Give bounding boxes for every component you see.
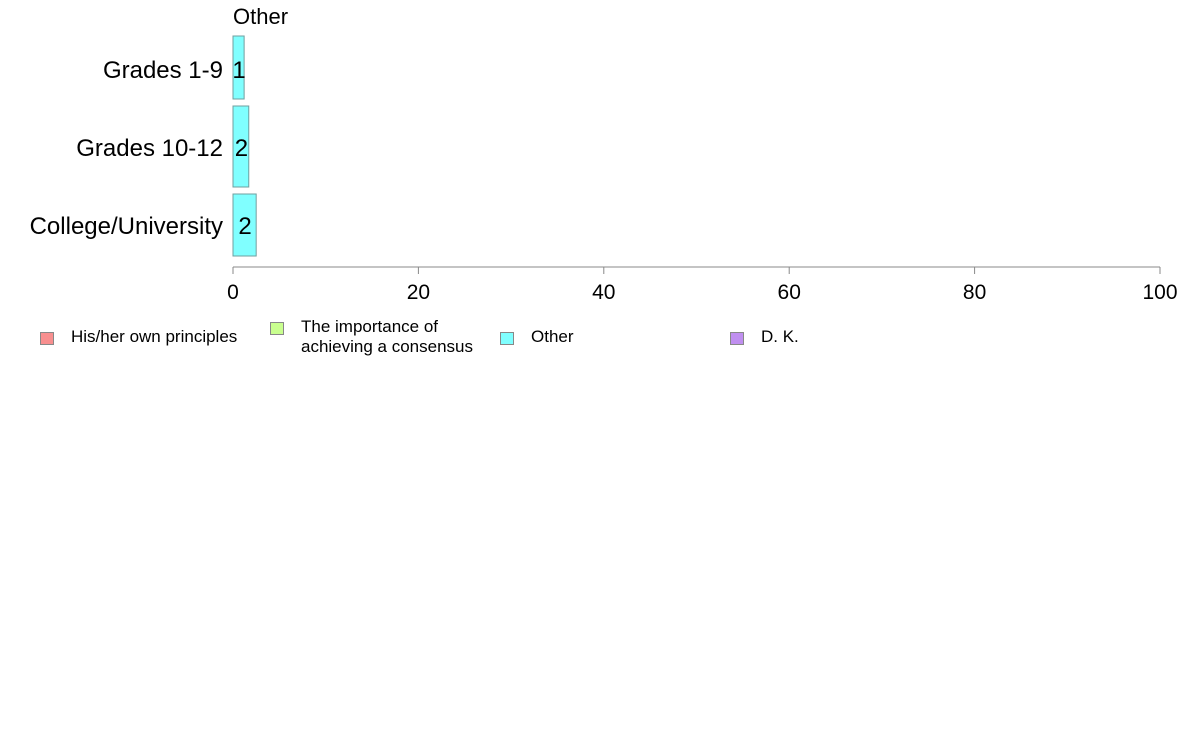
data-label: 2: [235, 135, 248, 162]
legend-label: D. K.: [761, 327, 799, 346]
legend-label: The importance of achieving a consensus: [301, 317, 474, 356]
x-tick-label: 40: [592, 281, 615, 304]
x-tick-label: 100: [1142, 281, 1177, 304]
data-label: 2: [238, 213, 251, 240]
legend-item-other: Other: [500, 327, 721, 347]
bar-chart: Other Grades 1-9 1 Grades 10-12 2 College/Un…: [30, 4, 1178, 304]
legend-item-own-principles: His/her own principles: [40, 327, 261, 347]
category-label: Grades 10-12: [76, 135, 223, 162]
legend-label: Other: [531, 327, 574, 346]
data-label: 1: [232, 57, 245, 84]
legend-item-consensus: The importance of achieving a consensus: [270, 317, 491, 357]
legend-item-dk: D. K.: [730, 327, 951, 347]
bar: [232, 105, 250, 188]
legend-swatch: [270, 322, 284, 335]
category-label: Grades 1-9: [103, 57, 223, 84]
legend: His/her own principles The importance of…: [0, 312, 1188, 372]
legend-swatch: [40, 332, 54, 345]
legend-label: His/her own principles: [71, 327, 238, 346]
bar: [232, 35, 245, 100]
chart-title: Other: [233, 4, 288, 29]
bar: [232, 193, 257, 257]
x-tick-label: 20: [407, 281, 430, 304]
legend-swatch: [730, 332, 744, 345]
x-tick-label: 0: [227, 281, 239, 304]
category-label: College/University: [30, 213, 223, 240]
legend-swatch: [500, 332, 514, 345]
x-tick-label: 80: [963, 281, 986, 304]
x-tick-label: 60: [778, 281, 801, 304]
